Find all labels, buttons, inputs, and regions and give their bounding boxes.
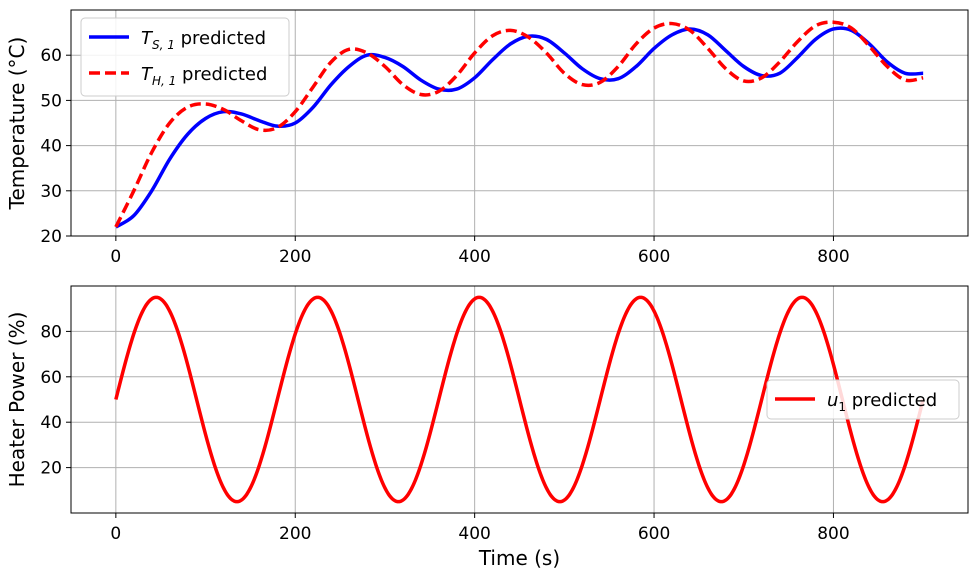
legend: u1 predicted <box>766 379 960 420</box>
series-line-u1 <box>114 295 925 504</box>
y-tick-label: 20 <box>40 459 62 479</box>
legend-box <box>766 379 960 420</box>
y-tick-label: 40 <box>40 137 62 157</box>
y-tick-label: 20 <box>40 227 62 247</box>
legend-entry-label: TH, 1 predicted <box>141 64 267 88</box>
x-tick-label: 800 <box>817 247 849 267</box>
y-tick-label: 40 <box>40 413 62 433</box>
heater-power-panel: 0 200 400 600 800 20 40 60 80 Heater Power (%) Tim… <box>5 285 969 570</box>
plot-frame <box>70 285 969 514</box>
x-tick-label: 800 <box>817 524 849 544</box>
series-line-ts1 <box>114 26 924 229</box>
x-tick-label: 400 <box>458 524 490 544</box>
x-tick-label: 600 <box>638 524 670 544</box>
x-tick-label: 0 <box>110 524 121 544</box>
legend-entry-label: u1 predicted <box>827 390 937 414</box>
x-tick-label: 400 <box>458 247 490 267</box>
legend-entry-label: TS, 1 predicted <box>141 28 266 52</box>
temperature-panel: 0 200 400 600 800 20 30 40 50 60 Temperature (°C) T… <box>5 9 969 267</box>
y-axis-label: Heater Power (%) <box>5 312 29 488</box>
x-axis-label: Time (s) <box>478 546 560 570</box>
x-tick-label: 600 <box>638 247 670 267</box>
x-tick-label: 200 <box>279 524 311 544</box>
y-axis-label: Temperature (°C) <box>5 37 29 211</box>
x-tick-label: 200 <box>279 247 311 267</box>
legend-box <box>80 17 290 97</box>
y-tick-label: 80 <box>40 322 62 342</box>
y-tick-label: 60 <box>40 368 62 388</box>
series-line-th1 <box>114 20 924 228</box>
plot-frame <box>70 9 969 237</box>
y-tick-label: 30 <box>40 182 62 202</box>
y-tick-label: 50 <box>40 91 62 111</box>
x-tick-label: 0 <box>110 247 121 267</box>
y-tick-label: 60 <box>40 46 62 66</box>
legend: TS, 1 predicted TH, 1 predicted <box>80 17 290 97</box>
